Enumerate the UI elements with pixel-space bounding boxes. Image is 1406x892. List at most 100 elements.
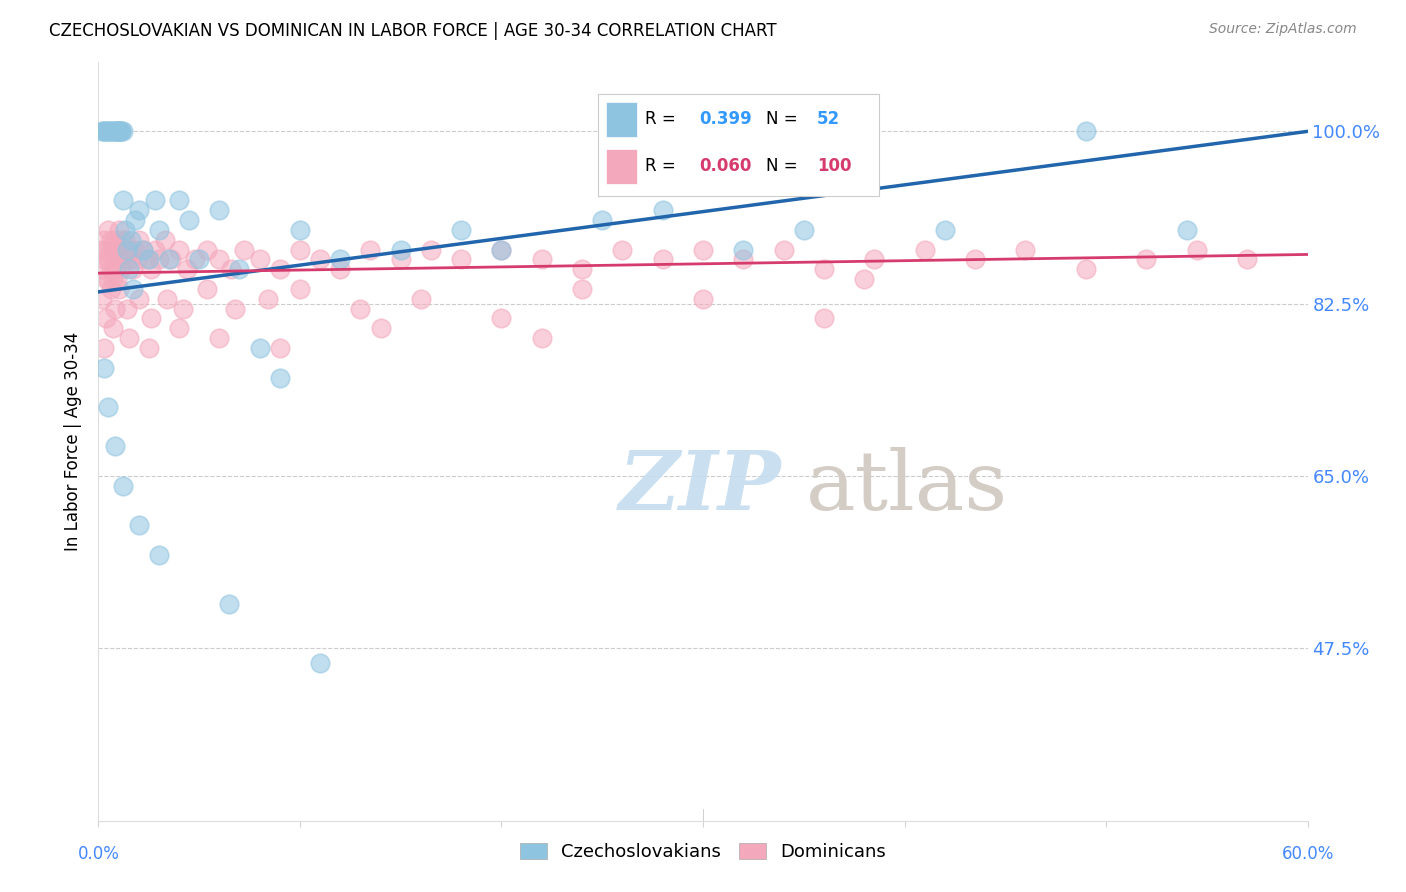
- Point: [157, 252, 180, 267]
- Point: [107, 124, 129, 138]
- Point: [269, 341, 291, 355]
- Point: [120, 252, 142, 267]
- Point: [218, 597, 240, 611]
- Point: [167, 243, 190, 257]
- Point: [111, 194, 134, 208]
- Point: [813, 262, 835, 277]
- Point: [101, 124, 124, 138]
- Point: [138, 252, 160, 267]
- Point: [256, 292, 278, 306]
- Point: [107, 124, 129, 138]
- Text: N =: N =: [766, 111, 803, 128]
- Point: [128, 518, 150, 533]
- Point: [103, 301, 125, 316]
- Point: [97, 400, 120, 414]
- Point: [309, 656, 332, 670]
- Point: [224, 301, 246, 316]
- Point: [125, 252, 148, 267]
- Point: [138, 341, 160, 355]
- Point: [1236, 252, 1258, 267]
- Point: [97, 124, 120, 138]
- Point: [148, 223, 170, 237]
- Text: 0.0%: 0.0%: [77, 846, 120, 863]
- Point: [128, 203, 150, 218]
- Point: [128, 233, 150, 247]
- Point: [111, 124, 134, 138]
- Point: [733, 252, 755, 267]
- Point: [1185, 243, 1208, 257]
- Point: [914, 243, 936, 257]
- Point: [571, 262, 593, 277]
- Point: [139, 262, 162, 277]
- Point: [115, 301, 138, 316]
- Point: [228, 262, 250, 277]
- Point: [329, 262, 352, 277]
- Point: [288, 282, 311, 296]
- Point: [91, 292, 114, 306]
- Point: [105, 124, 128, 138]
- Point: [93, 124, 115, 138]
- Bar: [606, 149, 637, 184]
- Point: [111, 243, 134, 257]
- Point: [118, 331, 141, 345]
- Point: [96, 243, 118, 257]
- Point: [965, 252, 987, 267]
- Point: [1175, 223, 1198, 237]
- Point: [288, 223, 311, 237]
- Point: [591, 213, 613, 227]
- Point: [128, 292, 150, 306]
- Point: [176, 262, 198, 277]
- Point: [121, 282, 143, 296]
- Point: [389, 252, 412, 267]
- Point: [450, 223, 472, 237]
- Point: [100, 124, 122, 138]
- Point: [772, 243, 794, 257]
- Point: [101, 321, 124, 335]
- Text: 100: 100: [817, 158, 852, 176]
- Point: [249, 252, 271, 267]
- Point: [107, 252, 129, 267]
- Point: [124, 243, 146, 257]
- Point: [309, 252, 332, 267]
- Point: [167, 194, 190, 208]
- Point: [172, 301, 194, 316]
- Point: [105, 243, 128, 257]
- Text: R =: R =: [645, 158, 682, 176]
- Point: [491, 243, 513, 257]
- Point: [491, 243, 513, 257]
- Point: [153, 233, 176, 247]
- Point: [91, 124, 114, 138]
- Point: [97, 223, 120, 237]
- Point: [853, 272, 876, 286]
- Point: [793, 223, 815, 237]
- Text: CZECHOSLOVAKIAN VS DOMINICAN IN LABOR FORCE | AGE 30-34 CORRELATION CHART: CZECHOSLOVAKIAN VS DOMINICAN IN LABOR FO…: [49, 22, 778, 40]
- Point: [103, 262, 125, 277]
- Point: [121, 262, 143, 277]
- Point: [370, 321, 392, 335]
- Point: [530, 252, 553, 267]
- Point: [450, 252, 472, 267]
- Point: [100, 124, 122, 138]
- Point: [195, 282, 218, 296]
- Point: [863, 252, 886, 267]
- Point: [107, 124, 129, 138]
- Point: [160, 252, 183, 267]
- Point: [100, 233, 122, 247]
- Point: [105, 272, 128, 286]
- Point: [93, 360, 115, 375]
- Bar: [606, 102, 637, 136]
- Point: [269, 370, 291, 384]
- Text: Source: ZipAtlas.com: Source: ZipAtlas.com: [1209, 22, 1357, 37]
- Point: [107, 223, 129, 237]
- Point: [114, 223, 136, 237]
- Point: [110, 262, 132, 277]
- Y-axis label: In Labor Force | Age 30-34: In Labor Force | Age 30-34: [65, 332, 83, 551]
- Point: [249, 341, 271, 355]
- Point: [132, 243, 155, 257]
- Point: [139, 311, 162, 326]
- Point: [934, 223, 956, 237]
- Point: [96, 124, 118, 138]
- Point: [118, 243, 141, 257]
- Point: [329, 252, 352, 267]
- Text: 0.060: 0.060: [699, 158, 751, 176]
